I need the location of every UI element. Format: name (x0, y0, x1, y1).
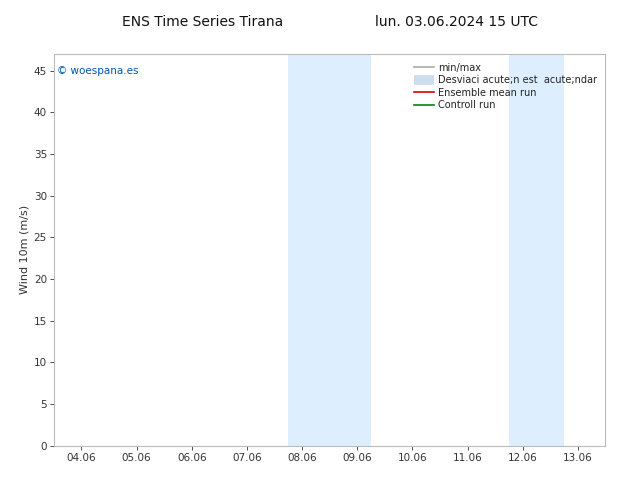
Text: lun. 03.06.2024 15 UTC: lun. 03.06.2024 15 UTC (375, 15, 538, 29)
Bar (509, 54, 536, 446)
Text: ENS Time Series Tirana: ENS Time Series Tirana (122, 15, 283, 29)
Legend: min/max, Desviaci acute;n est  acute;ndar, Ensemble mean run, Controll run: min/max, Desviaci acute;n est acute;ndar… (410, 59, 600, 114)
Bar (536, 54, 564, 446)
Bar (316, 54, 371, 446)
Bar (288, 54, 316, 446)
Y-axis label: Wind 10m (m/s): Wind 10m (m/s) (20, 205, 30, 294)
Text: © woespana.es: © woespana.es (56, 66, 138, 75)
